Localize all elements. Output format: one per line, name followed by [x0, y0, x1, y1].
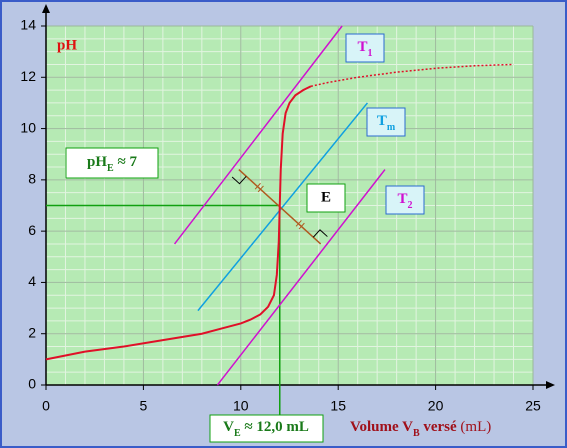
ph-label-box	[65, 147, 159, 179]
equal-mark	[295, 220, 302, 227]
tangent-label: Tm	[377, 113, 396, 132]
curve	[310, 63, 514, 87]
y-tick-label: 10	[20, 119, 36, 135]
y-axis-label: pH	[57, 37, 77, 53]
y-axis-arrow	[42, 4, 50, 13]
equal-mark	[298, 222, 305, 230]
y-tick-label: 14	[20, 17, 36, 33]
v-label-part: ≈ 12,0 mL	[241, 419, 309, 435]
x-tick-label: 15	[330, 398, 346, 414]
x-tick-label: 10	[233, 398, 249, 414]
x-tick-label: 25	[525, 398, 541, 414]
tangent-label-box	[366, 107, 406, 137]
v-label-box	[209, 414, 324, 443]
x-axis-arrow	[546, 381, 555, 389]
curve	[45, 85, 312, 361]
tangent-line	[173, 25, 343, 245]
y-tick-label: 8	[28, 171, 36, 187]
tangent-label-part: T	[377, 113, 387, 129]
tangent-label-part: T	[357, 39, 367, 55]
ph-label-part: E	[107, 163, 114, 174]
y-tick-label: 12	[20, 68, 36, 84]
equivalence-label-box	[306, 183, 346, 213]
equivalence-label: E	[321, 189, 331, 205]
y-tick-label: 2	[28, 324, 36, 340]
tangent-label-box	[345, 33, 385, 63]
equal-mark	[257, 185, 264, 193]
x-axis-label-part: versé	[420, 419, 457, 435]
y-tick-label: 4	[28, 273, 36, 289]
x-tick-label: 5	[140, 398, 148, 414]
right-angle-mark	[231, 175, 247, 185]
y-tick-label: 0	[28, 376, 36, 392]
v-label-part: V	[223, 419, 234, 435]
tangent-line	[197, 102, 369, 312]
x-axis-label-part: B	[413, 428, 420, 439]
tangent-label-part: T	[397, 191, 407, 207]
tangent-line	[216, 169, 386, 386]
x-axis-label-part: (mL)	[457, 419, 492, 435]
tangent-label: T2	[397, 191, 412, 210]
equal-mark	[254, 182, 261, 190]
ph-label: pHE ≈ 7	[87, 154, 137, 173]
tangent-label-part: 2	[408, 200, 413, 211]
y-tick-label: 6	[28, 222, 36, 238]
v-label: VE ≈ 12,0 mL	[223, 419, 309, 438]
ph-label-part: pH	[87, 154, 107, 170]
tangent-label-part: 1	[368, 48, 373, 59]
tangent-label-box	[385, 185, 425, 215]
x-axis-label: Volume VB versé (mL)	[350, 419, 491, 438]
v-label-part: E	[234, 428, 241, 439]
ph-label-part: ≈ 7	[114, 154, 138, 170]
tangent-label: T1	[357, 39, 372, 58]
right-angle-mark	[312, 229, 328, 238]
x-axis-label-part: Volume V	[350, 419, 413, 435]
tangent-label-part: m	[387, 122, 396, 133]
x-tick-label: 0	[42, 398, 50, 414]
x-tick-label: 20	[428, 398, 444, 414]
